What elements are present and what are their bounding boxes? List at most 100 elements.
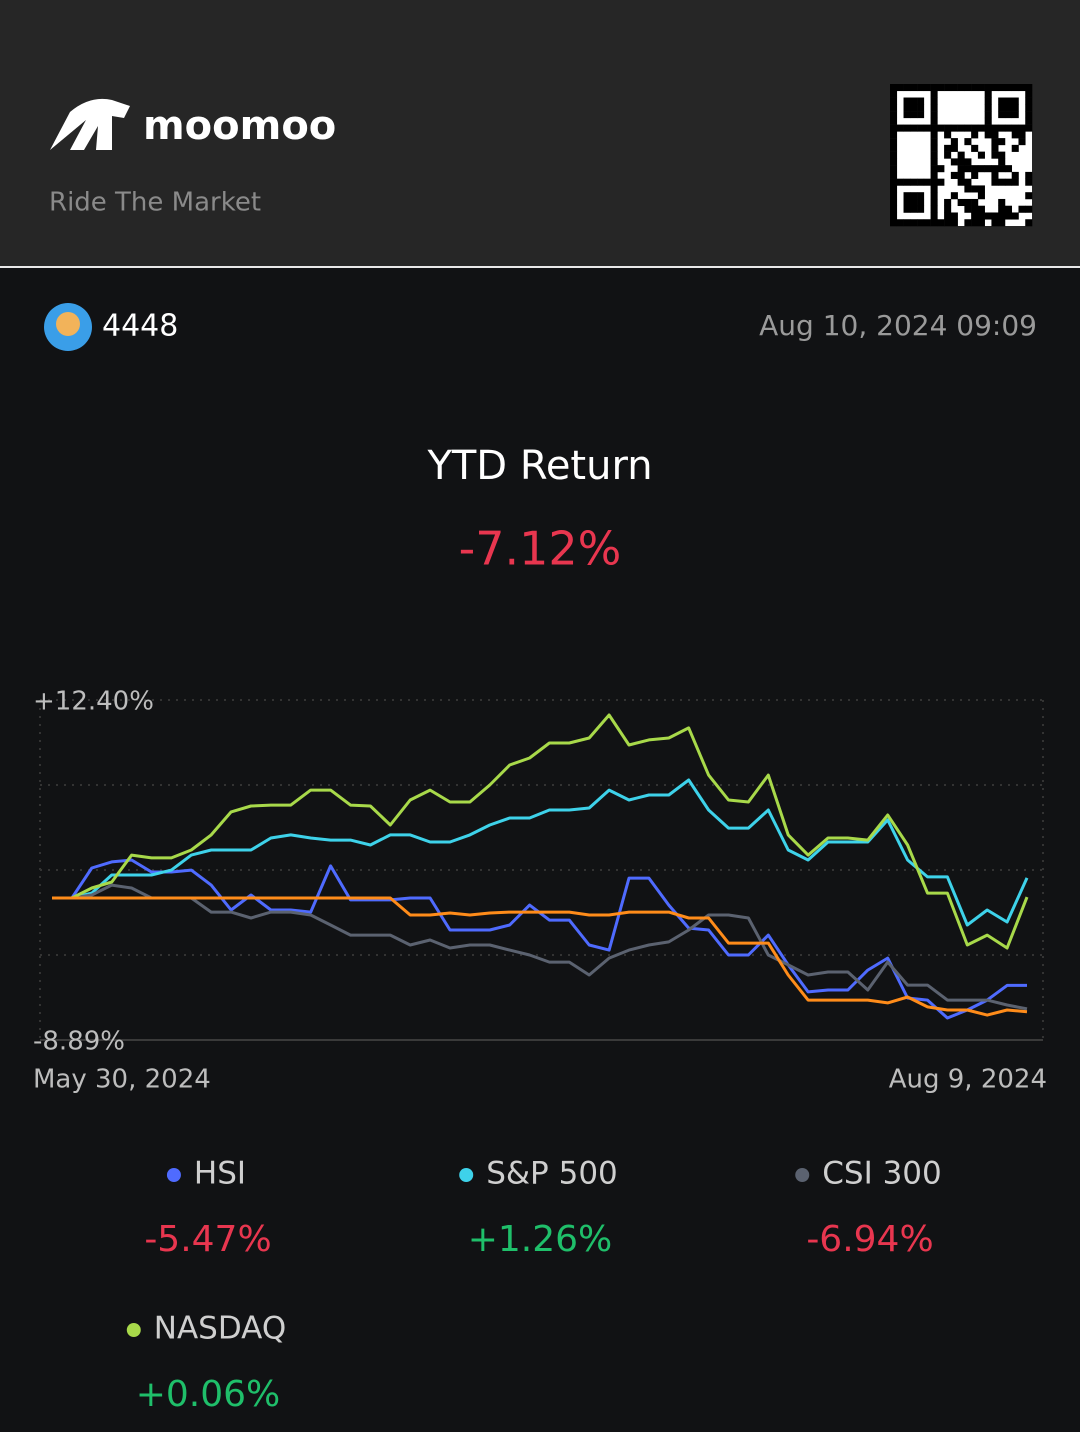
qr-cell [1025, 111, 1033, 119]
qr-cell [890, 158, 898, 166]
qr-cell [1011, 131, 1019, 139]
qr-cell [930, 131, 938, 139]
qr-cell [984, 117, 992, 125]
qr-cell [964, 158, 972, 166]
qr-cell [1011, 178, 1019, 186]
qr-cell [890, 117, 898, 125]
qr-cell [903, 192, 911, 200]
qr-cell [1004, 165, 1013, 173]
qr-cell [917, 198, 925, 207]
qr-cell [930, 212, 938, 220]
qr-cell [950, 192, 958, 200]
qr-cell [896, 219, 904, 227]
qr-cell [1025, 171, 1033, 179]
qr-cell [1018, 124, 1026, 132]
series-line [52, 713, 1029, 950]
qr-cell [930, 138, 938, 146]
qr-cell [971, 124, 979, 132]
qr-cell [930, 97, 938, 105]
qr-cell [903, 111, 911, 119]
qr-cell [984, 90, 992, 98]
qr-cell [930, 219, 938, 227]
qr-cell [944, 84, 952, 92]
qr-cell [998, 138, 1006, 146]
legend-dot [166, 1168, 181, 1182]
qr-cell [957, 84, 965, 92]
qr-cell [991, 171, 999, 179]
qr-cell [890, 212, 898, 220]
qr-cell [957, 151, 965, 159]
qr-cell [991, 151, 999, 159]
qr-cell [977, 124, 985, 132]
qr-cell [957, 165, 965, 173]
qr-cell [1004, 111, 1013, 119]
qr-cell [998, 165, 1006, 173]
qr-cell [890, 144, 898, 152]
qr-cell [930, 151, 938, 159]
qr-cell [1025, 178, 1033, 186]
headline-return: -7.12% [459, 522, 622, 576]
qr-cell [910, 192, 918, 200]
qr-cell [930, 144, 938, 152]
qr-cell [944, 151, 952, 159]
brand: moomoo [143, 103, 336, 149]
series-line [52, 896, 1028, 1017]
qr-cell [917, 124, 925, 132]
qr-cell [944, 212, 952, 220]
qr-cell [910, 111, 918, 119]
qr-cell [964, 138, 972, 146]
qr-cell [910, 84, 918, 92]
qr-cell [930, 84, 938, 92]
qr-cell [930, 90, 938, 98]
qr-cell [910, 205, 918, 213]
qr-cell [984, 111, 992, 119]
qr-cell [917, 205, 925, 213]
qr-cell [977, 205, 985, 213]
qr-cell [890, 165, 898, 173]
qr-cell [890, 171, 898, 179]
qr-cell [923, 124, 931, 132]
qr-cell [977, 212, 985, 220]
legend-label: CSI 300 [822, 1156, 942, 1192]
qr-cell [910, 178, 918, 186]
qr-cell [991, 131, 999, 139]
qr-cell [950, 171, 958, 179]
body-bg [0, 268, 1080, 1432]
qr-cell [890, 205, 898, 213]
qr-cell [896, 178, 904, 186]
qr-cell [930, 192, 938, 200]
qr-cell [950, 212, 958, 220]
qr-cell [950, 138, 958, 146]
qr-cell [944, 198, 952, 207]
qr-cell [957, 178, 965, 186]
qr-cell [957, 171, 965, 179]
qr-cell [930, 171, 938, 179]
qr-cell [971, 171, 979, 179]
qr-cell [971, 219, 979, 227]
qr-cell [950, 84, 958, 92]
qr-cell [971, 84, 979, 92]
qr-cell [998, 205, 1006, 213]
qr-cell [944, 144, 952, 152]
qr-cell [964, 178, 972, 186]
qr-cell [991, 124, 999, 132]
avatar-face [56, 312, 80, 336]
qr-cell [890, 111, 898, 119]
qr-cell [1025, 205, 1033, 213]
qr-cell [1011, 144, 1019, 152]
qr-cell [937, 178, 945, 186]
qr-cell [1025, 117, 1033, 125]
qr-cell [1011, 171, 1019, 179]
qr-cell [1011, 111, 1019, 119]
qr-cell [971, 131, 979, 139]
qr-cell [1004, 97, 1013, 105]
qr-cell [1025, 219, 1033, 227]
qr-cell [984, 124, 992, 132]
qr-cell [890, 192, 898, 200]
qr-cell [890, 104, 898, 112]
qr-cell [890, 219, 898, 227]
qr-cell [903, 178, 911, 186]
qr-cell [991, 84, 999, 92]
qr-cell [998, 212, 1006, 220]
